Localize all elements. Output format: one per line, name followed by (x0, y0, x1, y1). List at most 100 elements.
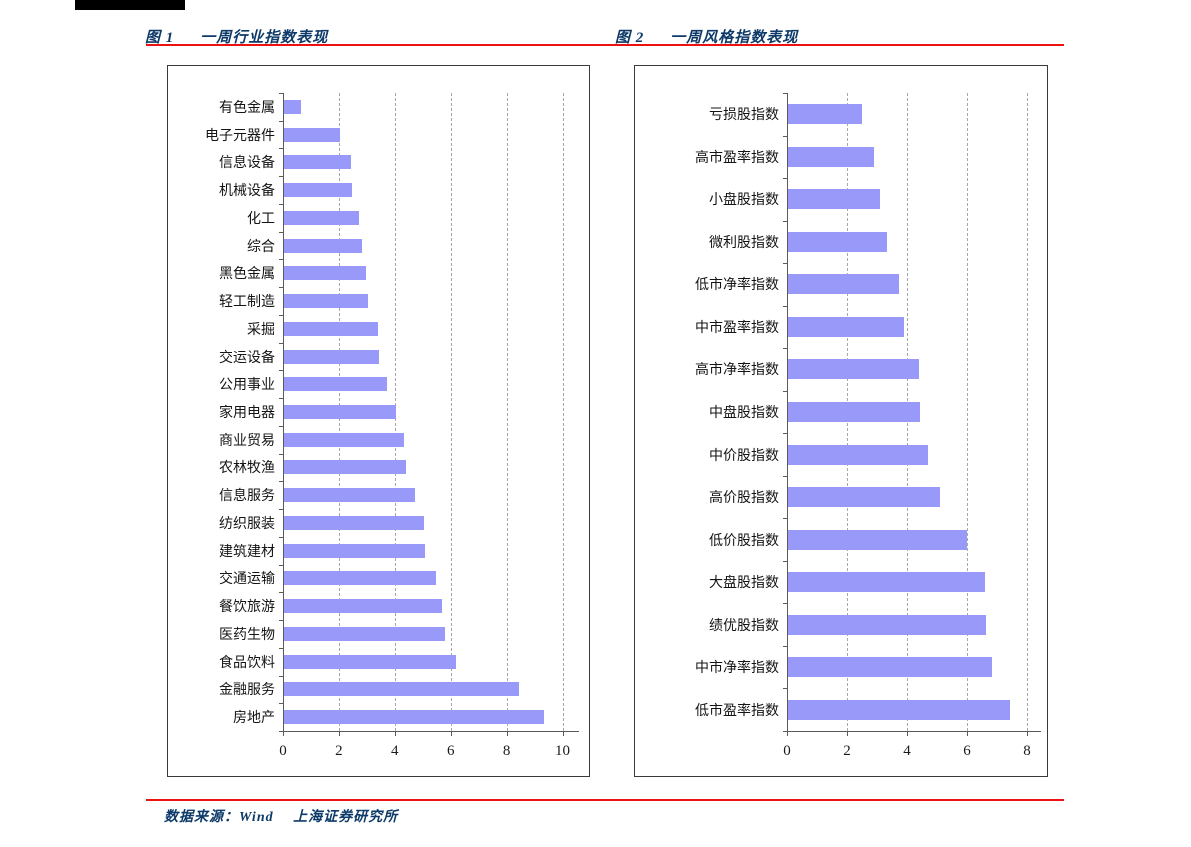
figure1-number: 图 1 (145, 30, 175, 46)
y-axis-tick (783, 390, 787, 392)
category-label: 中市盈率指数 (695, 320, 779, 336)
x-axis-tick (283, 732, 284, 736)
y-axis-tick (783, 603, 787, 605)
x-axis-line (283, 731, 579, 732)
category-label: 建筑建材 (219, 544, 275, 560)
x-tick-label: 4 (391, 743, 399, 759)
gridline (967, 93, 968, 731)
figure1-caption: 一周行业指数表现 (200, 30, 329, 46)
y-axis-tick (279, 509, 283, 511)
y-axis-tick (783, 475, 787, 477)
x-axis-tick (506, 732, 508, 736)
y-axis-tick (279, 675, 283, 677)
category-label: 中市净率指数 (695, 661, 779, 677)
x-axis-tick (394, 732, 396, 736)
category-label: 黑色金属 (219, 267, 275, 283)
y-axis-tick (279, 231, 283, 233)
y-axis-tick (279, 536, 283, 538)
y-axis-tick (783, 93, 787, 94)
x-tick-label: 0 (783, 743, 791, 759)
y-axis-tick (279, 620, 283, 622)
category-label: 低价股指数 (709, 533, 779, 549)
bar (788, 146, 874, 167)
y-axis-tick (279, 425, 283, 427)
category-label: 绩优股指数 (709, 618, 779, 634)
bar (284, 266, 367, 281)
bar (284, 99, 301, 114)
category-label: 交运设备 (219, 350, 275, 366)
x-tick-label: 2 (843, 743, 851, 759)
bar (788, 657, 992, 678)
y-axis-tick (279, 453, 283, 455)
bar (788, 699, 1010, 720)
bar (788, 316, 904, 337)
y-axis-tick (783, 348, 787, 350)
y-axis-tick (783, 220, 787, 222)
industry-index-bar-chart: 有色金属 电子元器件 信息设备 机械设备 化工 综合 黑色金属 轻工制造 采掘 交运设备 公用事业家… (167, 65, 590, 777)
x-axis-tick (967, 732, 968, 736)
bar (788, 572, 985, 593)
category-label: 小盘股指数 (709, 193, 779, 209)
x-axis-tick (787, 732, 788, 736)
category-label: 电子元器件 (205, 128, 275, 144)
x-tick-label: 2 (335, 743, 343, 759)
y-axis-tick (783, 305, 787, 307)
x-tick-label: 6 (446, 743, 455, 759)
category-label: 金融服务 (219, 683, 275, 699)
category-label: 中盘股指数 (709, 405, 779, 421)
category-label: 食品饮料 (219, 655, 275, 671)
bar (284, 599, 442, 614)
bar (284, 515, 424, 530)
y-axis-tick (279, 287, 283, 289)
y-axis-tick (279, 314, 283, 316)
bar (788, 487, 940, 508)
category-label: 机械设备 (219, 184, 275, 200)
x-axis-tick (847, 732, 848, 736)
category-label: 有色金属 (219, 100, 275, 116)
category-label: 低市盈率指数 (695, 703, 779, 719)
category-label: 信息设备 (219, 156, 275, 172)
y-axis-tick (783, 645, 787, 647)
bar (284, 294, 368, 309)
x-axis-tick (450, 732, 452, 736)
figure2-caption: 一周风格指数表现 (670, 30, 799, 46)
y-axis-tick (279, 731, 283, 732)
bar (284, 460, 406, 475)
bar (284, 571, 437, 586)
y-axis-tick (279, 120, 283, 122)
y-axis-tick (279, 398, 283, 400)
category-label: 纺织服装 (219, 516, 275, 532)
category-label: 农林牧渔 (219, 461, 275, 477)
gridline (562, 93, 564, 731)
category-label: 亏损股指数 (709, 108, 779, 124)
x-tick-label: 0 (279, 743, 287, 759)
category-label: 信息服务 (219, 489, 275, 505)
category-label: 低市净率指数 (695, 278, 779, 294)
gridline (1027, 93, 1028, 731)
figure1-title: 图 1 一周行业指数表现 (145, 26, 328, 47)
category-label: 家用电器 (219, 405, 275, 421)
x-axis-tick (907, 732, 908, 736)
y-axis-tick (279, 564, 283, 566)
category-label: 医药生物 (219, 627, 275, 643)
y-axis-tick (279, 370, 283, 372)
bar (284, 377, 388, 392)
y-axis-tick (783, 688, 787, 690)
bar (788, 231, 887, 252)
y-axis-tick (783, 178, 787, 180)
category-label: 高价股指数 (709, 491, 779, 507)
x-axis-tick (1027, 732, 1028, 736)
bar (284, 654, 456, 669)
header-red-rule (146, 44, 1064, 46)
category-label: 微利股指数 (709, 235, 779, 251)
bar (284, 210, 360, 225)
x-tick-label: 10 (555, 743, 570, 759)
top-left-black-bar (75, 0, 185, 10)
y-axis-tick (783, 518, 787, 520)
y-axis-tick (279, 203, 283, 205)
category-label: 大盘股指数 (709, 576, 779, 592)
figure2-number: 图 2 (615, 30, 645, 46)
category-label: 化工 (247, 211, 275, 227)
x-axis-tick (338, 732, 340, 736)
y-axis-line (787, 93, 788, 731)
